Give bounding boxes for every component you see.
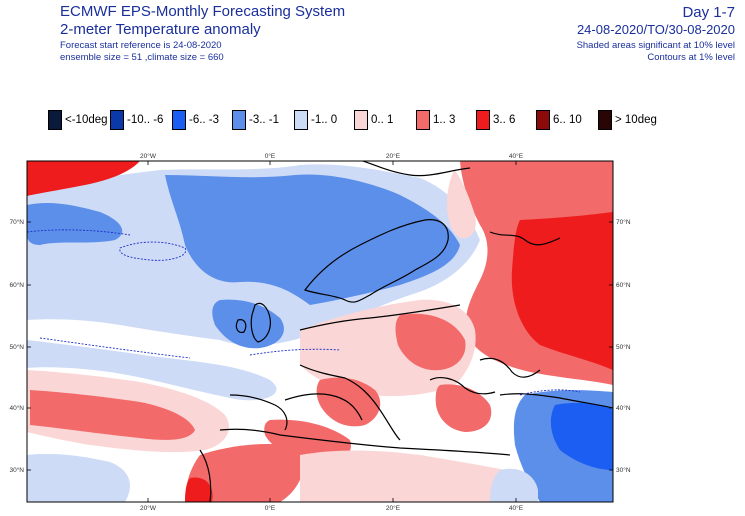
legend-label: <-10deg xyxy=(65,114,108,126)
legend-label: 0.. 1 xyxy=(371,114,394,126)
lat-label-left: 40°N xyxy=(9,404,24,412)
legend-label: -3.. -1 xyxy=(249,114,280,126)
day-range: Day 1-7 xyxy=(682,4,735,21)
lon-label-top: 20°W xyxy=(140,152,157,160)
legend-label: -10.. -6 xyxy=(127,114,164,126)
coastlines xyxy=(199,161,613,502)
lon-label-bottom: 0°E xyxy=(265,504,276,512)
forecast-reference: Forecast start reference is 24-08-2020 xyxy=(60,40,222,51)
lat-label-left: 50°N xyxy=(9,343,24,351)
legend-swatch xyxy=(354,110,368,130)
legend-swatch xyxy=(232,110,246,130)
anomaly-shading xyxy=(27,161,613,502)
lat-label-right: 50°N xyxy=(616,343,631,351)
graticule-ticks xyxy=(27,161,613,502)
legend-label: 1.. 3 xyxy=(433,114,456,126)
lon-label-top: 20°E xyxy=(386,152,401,160)
shade-neg-mid xyxy=(165,174,460,305)
map-subtitle: 2-meter Temperature anomaly xyxy=(60,21,261,38)
legend-label: -6.. -3 xyxy=(189,114,220,126)
lon-label-top: 40°E xyxy=(509,152,524,160)
map-frame xyxy=(26,160,614,503)
legend-swatch xyxy=(110,110,124,130)
map-title: ECMWF EPS-Monthly Forecasting System xyxy=(60,3,346,20)
legend-label: 6.. 10 xyxy=(553,114,582,126)
date-period: 24-08-2020/TO/30-08-2020 xyxy=(576,22,735,37)
significance-contours xyxy=(27,229,581,396)
significance-note: Shaded areas significant at 10% level xyxy=(576,40,735,51)
legend-label: -1.. 0 xyxy=(311,114,338,126)
legend-swatch xyxy=(48,110,62,130)
shade-pos-nw xyxy=(27,161,140,196)
legend-label: 3.. 6 xyxy=(493,114,516,126)
legend-swatch xyxy=(536,110,550,130)
legend-swatch xyxy=(476,110,490,130)
legend-swatch xyxy=(598,110,612,130)
lat-label-left: 70°N xyxy=(9,218,24,226)
contour-note: Contours at 1% level xyxy=(647,52,735,63)
lat-label-right: 60°N xyxy=(616,281,631,289)
ensemble-size: ensemble size = 51 ,climate size = 660 xyxy=(60,52,224,63)
legend-swatch xyxy=(294,110,308,130)
legend-label: > 10deg xyxy=(615,114,657,126)
legend-swatch xyxy=(172,110,186,130)
lon-label-top: 0°E xyxy=(265,152,276,160)
lon-label-bottom: 20°W xyxy=(140,504,157,512)
lon-label-bottom: 20°E xyxy=(386,504,401,512)
lat-label-left: 60°N xyxy=(9,281,24,289)
lon-label-bottom: 40°E xyxy=(509,504,524,512)
lat-label-right: 30°N xyxy=(616,466,631,474)
lat-label-right: 40°N xyxy=(616,404,631,412)
lat-label-right: 70°N xyxy=(616,218,631,226)
shade-pos-africa xyxy=(185,444,304,502)
lat-label-left: 30°N xyxy=(9,466,24,474)
legend-swatch xyxy=(416,110,430,130)
